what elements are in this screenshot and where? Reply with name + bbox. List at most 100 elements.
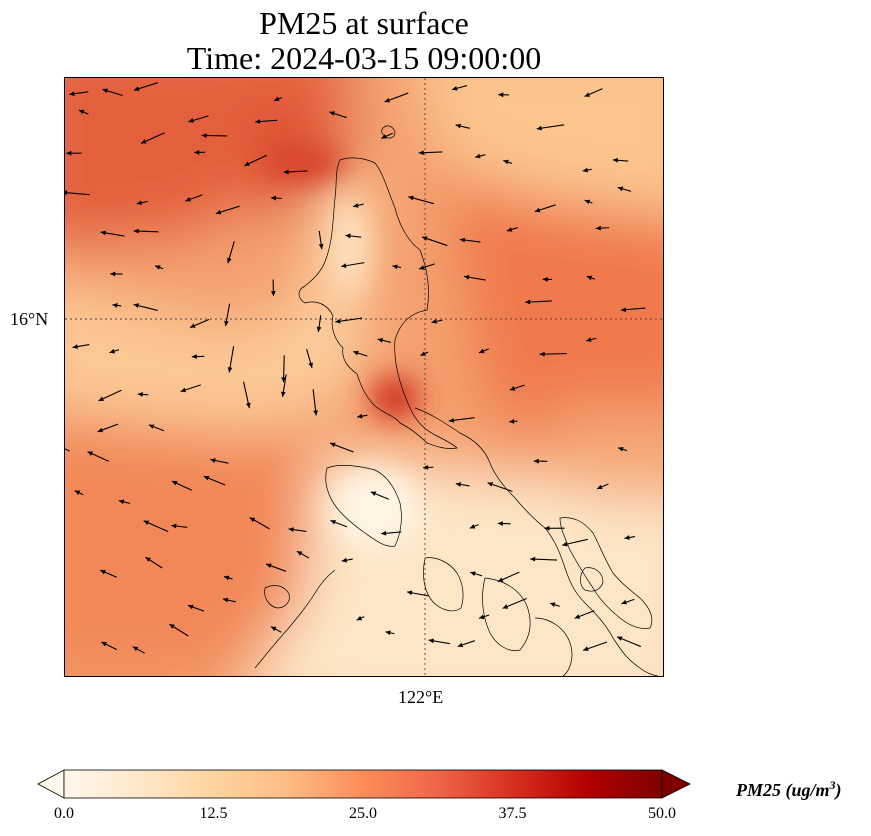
field-northeast-light bbox=[418, 78, 663, 214]
wind-arrow bbox=[385, 630, 395, 636]
colorbar-tick-label: 25.0 bbox=[349, 805, 377, 822]
coast-north-islet bbox=[381, 125, 396, 139]
coast-luzon-north bbox=[298, 157, 458, 449]
wind-arrow bbox=[459, 237, 481, 243]
wind-arrow bbox=[384, 92, 409, 103]
wind-arrow bbox=[497, 521, 511, 526]
wind-arrow bbox=[97, 423, 119, 433]
wind-arrow bbox=[222, 597, 236, 603]
wind-arrow bbox=[100, 230, 125, 237]
wind-arrow bbox=[487, 482, 513, 492]
wind-arrow bbox=[502, 598, 527, 609]
colorbar-body bbox=[63, 769, 663, 799]
coast-mindoro bbox=[325, 465, 402, 547]
coast-samar bbox=[559, 517, 653, 629]
wind-arrow bbox=[194, 149, 206, 155]
wind-arrow bbox=[223, 575, 233, 581]
wind-arrow bbox=[101, 641, 118, 651]
wind-arrow bbox=[451, 85, 468, 91]
wind-arrow bbox=[273, 96, 282, 102]
wind-arrow bbox=[109, 348, 120, 354]
wind-arrow bbox=[226, 241, 235, 264]
wind-arrow bbox=[617, 186, 632, 192]
wind-arrow bbox=[215, 205, 240, 215]
wind-arrow bbox=[506, 227, 519, 232]
wind-arrow bbox=[549, 602, 560, 607]
colorbar-label-superscript: 3 bbox=[829, 778, 836, 792]
colorbar bbox=[37, 769, 691, 799]
wind-arrow bbox=[585, 337, 597, 342]
colorbar-high-extend bbox=[661, 769, 691, 799]
wind-arrow bbox=[329, 442, 354, 453]
colorbar-tick-label: 50.0 bbox=[648, 805, 676, 822]
wind-arrow bbox=[137, 392, 149, 397]
wind-arrow bbox=[525, 299, 552, 305]
lat-tick-label: 16°N bbox=[10, 309, 49, 329]
wind-arrow bbox=[612, 157, 629, 163]
wind-arrow bbox=[171, 480, 193, 491]
wind-arrow bbox=[509, 384, 525, 391]
wind-arrow bbox=[255, 119, 278, 124]
wind-arrow bbox=[110, 271, 123, 277]
wind-arrow bbox=[283, 169, 308, 175]
wind-arrow bbox=[544, 525, 565, 531]
wind-arrow bbox=[418, 150, 443, 156]
pm25-field-map bbox=[65, 78, 663, 676]
wind-arrow bbox=[187, 604, 205, 612]
wind-arrow bbox=[210, 458, 229, 464]
wind-arrow bbox=[455, 123, 470, 129]
wind-arrow bbox=[180, 384, 201, 393]
wind-arrow bbox=[381, 132, 393, 139]
wind-arrow bbox=[145, 556, 163, 569]
wind-arrow bbox=[98, 389, 122, 402]
wind-arrow bbox=[66, 150, 82, 156]
wind-arrow bbox=[539, 351, 567, 357]
wind-arrow bbox=[582, 641, 608, 651]
wind-arrow bbox=[448, 417, 475, 423]
colorbar-label: PM25 (ug/m3) bbox=[736, 775, 842, 800]
wind-arrow bbox=[112, 303, 122, 308]
wind-arrow bbox=[312, 389, 318, 416]
wind-arrow bbox=[171, 523, 188, 529]
wind-arrow bbox=[341, 262, 365, 269]
wind-arrow bbox=[133, 303, 158, 311]
concentration-field bbox=[65, 78, 663, 676]
colorbar-tick-label: 0.0 bbox=[54, 805, 74, 822]
wind-arrow bbox=[534, 204, 556, 213]
wind-arrow bbox=[99, 569, 117, 578]
wind-arrow bbox=[140, 132, 165, 144]
wind-arrow bbox=[352, 350, 368, 357]
wind-arrow bbox=[582, 167, 592, 173]
wind-arrow bbox=[381, 530, 402, 536]
wind-arrow bbox=[503, 159, 513, 165]
wind-arrow bbox=[306, 349, 313, 369]
coast-southeast-islet bbox=[580, 567, 604, 592]
wind-arrow bbox=[357, 413, 368, 419]
wind-arrow bbox=[616, 636, 642, 648]
wind-arrow bbox=[418, 263, 435, 270]
wind-arrow bbox=[345, 233, 362, 239]
wind-arrow bbox=[281, 355, 287, 383]
field-southeast-mid bbox=[545, 408, 663, 498]
wind-arrow bbox=[470, 571, 483, 577]
coastlines bbox=[254, 125, 659, 676]
wind-arrows bbox=[65, 82, 646, 654]
wind-arrow bbox=[335, 317, 363, 324]
wind-arrow bbox=[341, 557, 353, 563]
wind-arrow bbox=[78, 109, 89, 115]
lon-tick-label: 122°E bbox=[398, 687, 444, 707]
wind-arrow bbox=[455, 482, 470, 487]
coast-east-islands bbox=[414, 407, 659, 676]
wind-arrow bbox=[118, 499, 131, 505]
wind-arrow bbox=[87, 451, 109, 462]
wind-arrow bbox=[136, 200, 148, 206]
coast-south-2 bbox=[482, 577, 531, 652]
wind-arrow bbox=[69, 91, 89, 97]
wind-arrow bbox=[561, 538, 588, 547]
wind-arrow bbox=[584, 199, 593, 205]
wind-arrow bbox=[132, 646, 146, 654]
wind-arrow bbox=[224, 303, 231, 327]
field-light-strip bbox=[332, 198, 368, 298]
wind-arrow bbox=[185, 194, 203, 202]
wind-arrow bbox=[74, 490, 84, 496]
